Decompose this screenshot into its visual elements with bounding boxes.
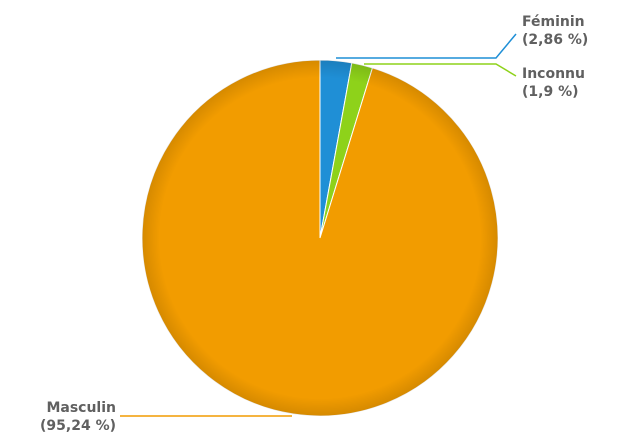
slice-percentage: (2,86 %): [522, 32, 588, 48]
slice-percentage: (95,24 %): [40, 418, 116, 434]
pie-slices: [141, 59, 499, 417]
label-connectors: [120, 33, 517, 417]
slice-name: Féminin: [522, 14, 585, 30]
slice-name: Inconnu: [522, 66, 585, 82]
connector-feminin: [336, 33, 517, 59]
slice-name: Masculin: [46, 400, 116, 416]
slice-label-feminin: Féminin (2,86 %): [522, 14, 588, 48]
slice-label-inconnu: Inconnu (1,9 %): [522, 66, 585, 100]
connector-inconnu: [364, 63, 517, 77]
pie-slice-masculin[interactable]: [141, 59, 499, 417]
slice-label-masculin: Masculin (95,24 %): [40, 400, 116, 434]
slice-labels: Féminin (2,86 %) Inconnu (1,9 %) Masculin (95…: [40, 14, 588, 434]
slice-percentage: (1,9 %): [522, 84, 579, 100]
